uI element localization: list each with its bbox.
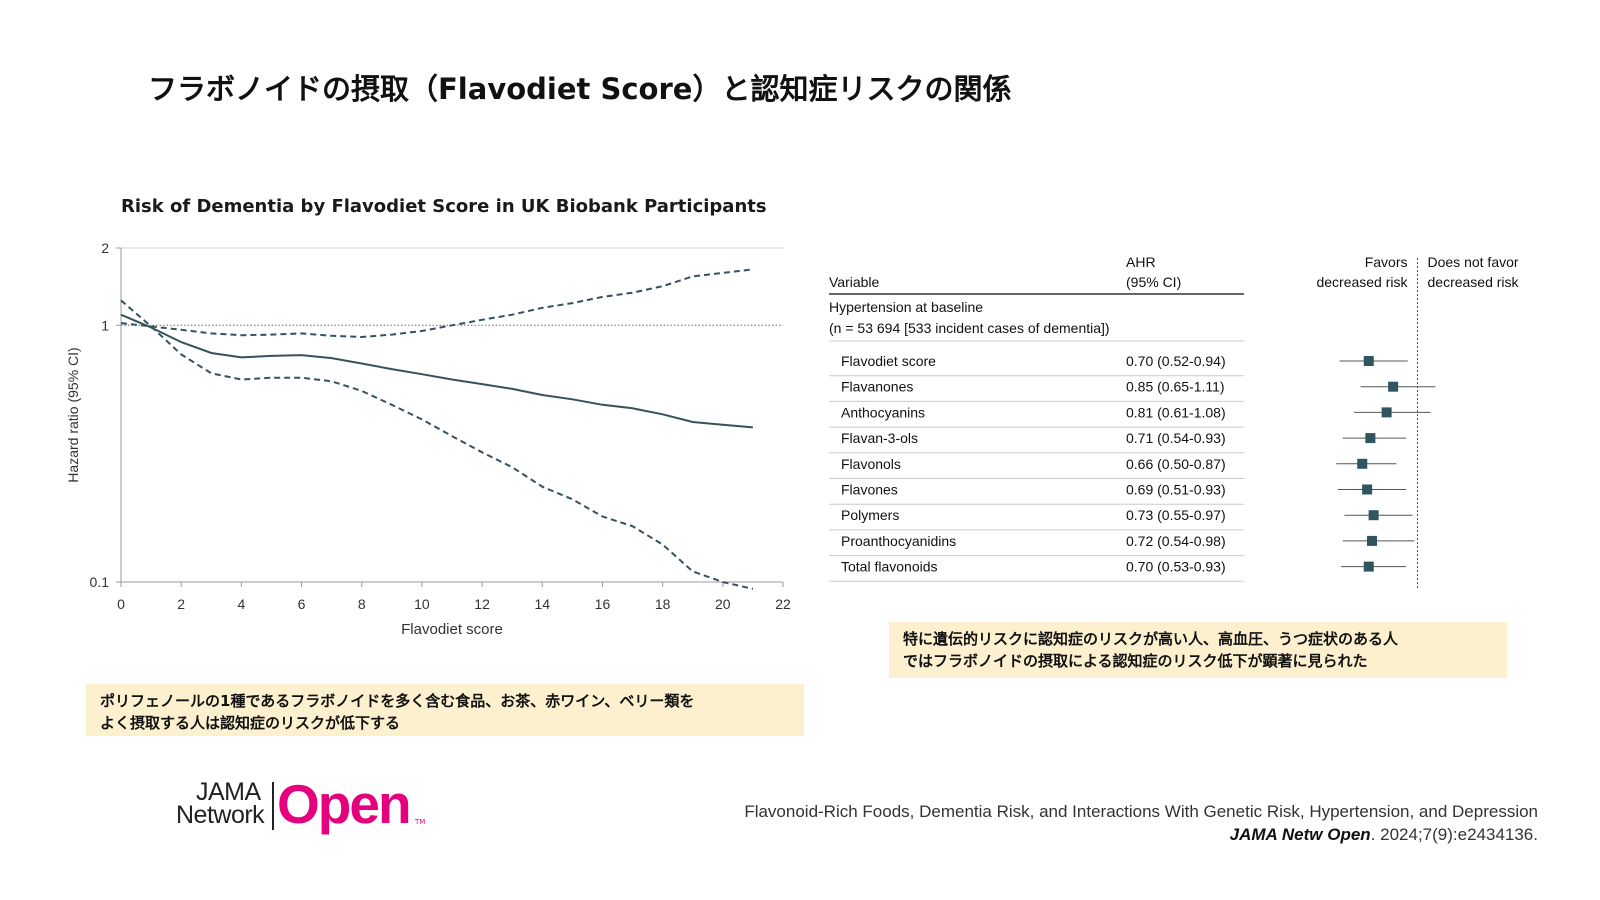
row-variable-label: Flavanones	[841, 379, 913, 395]
left-note-line-1: ポリフェノールの1種であるフラボノイドを多く含む食品、お茶、赤ワイン、ベリー類を	[100, 692, 695, 710]
row-ahr-value: 0.69 (0.51-0.93)	[1126, 482, 1226, 498]
x-tick-label: 6	[298, 596, 306, 612]
logo-divider	[272, 782, 274, 830]
not-favor-label-line-1: Does not favor	[1428, 254, 1519, 270]
point-estimate-marker	[1388, 381, 1399, 392]
favors-label-line-1: Favors	[1365, 254, 1408, 270]
row-variable-label: Flavan-3-ols	[841, 430, 918, 446]
row-ahr-value: 0.72 (0.54-0.98)	[1126, 533, 1226, 549]
row-ahr-value: 0.73 (0.55-0.97)	[1126, 507, 1226, 523]
row-ahr-value: 0.70 (0.52-0.94)	[1126, 353, 1226, 369]
point-estimate-marker	[1367, 535, 1377, 546]
x-tick-label: 4	[237, 596, 245, 612]
x-tick-label: 14	[534, 596, 550, 612]
row-ahr-value: 0.66 (0.50-0.87)	[1126, 456, 1226, 472]
citation-title: Flavonoid-Rich Foods, Dementia Risk, and…	[744, 802, 1538, 821]
not-favor-label-line-2: decreased risk	[1428, 274, 1520, 290]
point-estimate-marker	[1362, 484, 1373, 495]
x-tick-label: 22	[775, 596, 791, 612]
y-tick-label: 2	[101, 240, 109, 256]
x-tick-label: 2	[177, 596, 185, 612]
left-note: ポリフェノールの1種であるフラボノイドを多く含む食品、お茶、赤ワイン、ベリー類を…	[86, 684, 804, 736]
chart-title: Risk of Dementia by Flavodiet Score in U…	[121, 196, 767, 217]
row-ahr-value: 0.70 (0.53-0.93)	[1126, 559, 1226, 575]
point-estimate-marker	[1368, 510, 1379, 521]
slide-title: フラボノイドの摂取（Flavodiet Score）と認知症リスクの関係	[148, 72, 1012, 106]
row-ahr-value: 0.85 (0.65-1.11)	[1126, 379, 1225, 395]
right-note-line-2: ではフラボノイドの摂取による認知症のリスク低下が顕著に見られた	[903, 652, 1368, 670]
logo-jama: JAMA	[196, 778, 261, 806]
x-tick-label: 8	[358, 596, 366, 612]
x-tick-label: 10	[414, 596, 430, 612]
ahr-header-line-1: AHR	[1126, 254, 1156, 270]
point-estimate-marker	[1365, 433, 1376, 444]
row-variable-label: Anthocyanins	[841, 404, 925, 420]
forest-plot: AHR (95% CI) Variable Favors decreased risk D…	[829, 254, 1520, 589]
series-estimate-line	[120, 313, 753, 429]
citation: Flavonoid-Rich Foods, Dementia Risk, and…	[744, 800, 1538, 846]
x-tick-label: 0	[117, 596, 125, 612]
point-estimate-marker	[1363, 356, 1374, 366]
group-label-line-2: (n = 53 694 [533 incident cases of demen…	[829, 320, 1110, 336]
row-variable-label: Polymers	[841, 507, 899, 523]
y-tick-label: 0.1	[90, 574, 110, 590]
row-ahr-value: 0.71 (0.54-0.93)	[1126, 430, 1226, 446]
x-axis-label: Flavodiet score	[401, 621, 503, 638]
right-note-line-1: 特に遺伝的リスクに認知症のリスクが高い人、高血圧、うつ症状のある人	[903, 630, 1399, 648]
group-label-line-1: Hypertension at baseline	[829, 299, 983, 315]
jama-network-open-logo: JAMA Network Open TM	[176, 773, 436, 838]
y-axis-label: Hazard ratio (95% CI)	[65, 347, 81, 482]
row-variable-label: Flavonols	[841, 456, 901, 472]
row-variable-label: Flavones	[841, 482, 898, 498]
x-tick-label: 12	[474, 596, 490, 612]
x-tick-label: 18	[655, 596, 671, 612]
citation-source: JAMA Netw Open. 2024;7(9):e2434136.	[744, 823, 1538, 846]
point-estimate-marker	[1381, 407, 1392, 418]
left-note-line-2: よく摂取する人は認知症のリスクが低下する	[100, 714, 401, 732]
point-estimate-marker	[1357, 458, 1368, 469]
logo-network: Network	[176, 801, 265, 829]
ahr-header-line-2: (95% CI)	[1126, 274, 1181, 290]
point-estimate-marker	[1363, 561, 1374, 572]
citation-details: . 2024;7(9):e2434136.	[1370, 825, 1538, 844]
series-lower-ci-line	[120, 299, 754, 590]
citation-journal: JAMA Netw Open	[1229, 825, 1371, 844]
x-tick-label: 16	[595, 596, 611, 612]
y-tick-label: 1	[101, 317, 109, 333]
favors-label-line-2: decreased risk	[1316, 274, 1408, 290]
series-upper-ci-line	[120, 268, 754, 339]
row-ahr-value: 0.81 (0.61-1.08)	[1126, 404, 1226, 420]
row-variable-label: Proanthocyanidins	[841, 533, 956, 549]
row-variable-label: Flavodiet score	[841, 353, 936, 369]
variable-header: Variable	[829, 274, 880, 290]
logo-open: Open	[277, 773, 412, 835]
row-variable-label: Total flavonoids	[841, 559, 938, 575]
x-tick-label: 20	[715, 596, 731, 612]
logo-trademark: TM	[415, 818, 426, 826]
right-note: 特に遺伝的リスクに認知症のリスクが高い人、高血圧、うつ症状のある人 ではフラボノ…	[889, 622, 1507, 678]
